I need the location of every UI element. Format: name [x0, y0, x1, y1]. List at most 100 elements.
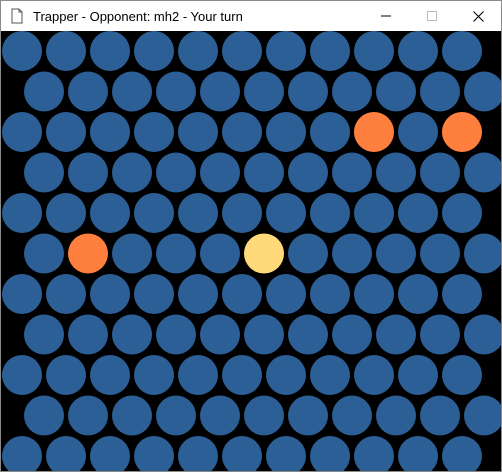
board-cell[interactable] — [442, 274, 482, 314]
board-cell[interactable] — [222, 112, 262, 152]
board-cell[interactable] — [398, 31, 438, 71]
board-cell[interactable] — [332, 395, 372, 436]
board-cell[interactable] — [134, 274, 174, 314]
board-cell[interactable] — [398, 112, 438, 152]
board-cell[interactable] — [310, 193, 350, 233]
board-cell[interactable] — [266, 436, 306, 471]
board-cell[interactable] — [24, 314, 64, 355]
board-cell[interactable] — [266, 274, 306, 314]
board-cell[interactable] — [310, 355, 350, 395]
blocked-cell[interactable] — [442, 112, 482, 152]
board-cell[interactable] — [420, 233, 460, 274]
board-cell[interactable] — [222, 436, 262, 471]
board-cell[interactable] — [134, 355, 174, 395]
board-cell[interactable] — [464, 152, 501, 193]
board-cell[interactable] — [24, 152, 64, 193]
board-cell[interactable] — [288, 233, 328, 274]
board-cell[interactable] — [24, 71, 64, 112]
board-cell[interactable] — [442, 31, 482, 71]
board-cell[interactable] — [68, 314, 108, 355]
board-cell[interactable] — [2, 193, 42, 233]
board-cell[interactable] — [90, 193, 130, 233]
board-cell[interactable] — [112, 395, 152, 436]
board-cell[interactable] — [178, 436, 218, 471]
board-cell[interactable] — [442, 436, 482, 471]
board-cell[interactable] — [332, 152, 372, 193]
board-cell[interactable] — [46, 112, 86, 152]
board-cell[interactable] — [2, 31, 42, 71]
board-cell[interactable] — [376, 314, 416, 355]
board-cell[interactable] — [222, 274, 262, 314]
board-cell[interactable] — [156, 71, 196, 112]
board-cell[interactable] — [178, 31, 218, 71]
board-cell[interactable] — [310, 274, 350, 314]
board-cell[interactable] — [156, 395, 196, 436]
board-cell[interactable] — [376, 395, 416, 436]
board-cell[interactable] — [464, 395, 501, 436]
board-cell[interactable] — [244, 71, 284, 112]
board-cell[interactable] — [442, 355, 482, 395]
board-cell[interactable] — [266, 112, 306, 152]
board-cell[interactable] — [310, 436, 350, 471]
board-cell[interactable] — [310, 31, 350, 71]
board-cell[interactable] — [24, 233, 64, 274]
board-cell[interactable] — [200, 233, 240, 274]
board-cell[interactable] — [420, 152, 460, 193]
board-cell[interactable] — [46, 31, 86, 71]
board-cell[interactable] — [332, 233, 372, 274]
board-cell[interactable] — [68, 71, 108, 112]
board-cell[interactable] — [46, 436, 86, 471]
board-cell[interactable] — [244, 152, 284, 193]
board-cell[interactable] — [90, 436, 130, 471]
board-cell[interactable] — [90, 31, 130, 71]
board-cell[interactable] — [178, 274, 218, 314]
board-cell[interactable] — [134, 112, 174, 152]
board-cell[interactable] — [442, 193, 482, 233]
maximize-button[interactable] — [409, 1, 455, 31]
board-cell[interactable] — [134, 31, 174, 71]
board-cell[interactable] — [68, 152, 108, 193]
board-cell[interactable] — [376, 71, 416, 112]
board-cell[interactable] — [200, 152, 240, 193]
board-cell[interactable] — [288, 314, 328, 355]
board-cell[interactable] — [398, 193, 438, 233]
board-cell[interactable] — [200, 395, 240, 436]
board-cell[interactable] — [398, 436, 438, 471]
board-cell[interactable] — [266, 355, 306, 395]
title-bar[interactable]: Trapper - Opponent: mh2 - Your turn — [1, 1, 501, 31]
board-cell[interactable] — [2, 436, 42, 471]
board-cell[interactable] — [90, 112, 130, 152]
board-cell[interactable] — [332, 314, 372, 355]
blocked-cell[interactable] — [354, 112, 394, 152]
board-cell[interactable] — [90, 355, 130, 395]
board-cell[interactable] — [354, 436, 394, 471]
board-cell[interactable] — [354, 355, 394, 395]
board-cell[interactable] — [420, 314, 460, 355]
board-cell[interactable] — [398, 274, 438, 314]
board-cell[interactable] — [222, 193, 262, 233]
board-cell[interactable] — [2, 112, 42, 152]
board-cell[interactable] — [178, 193, 218, 233]
board-cell[interactable] — [288, 395, 328, 436]
board-cell[interactable] — [376, 152, 416, 193]
board-cell[interactable] — [178, 355, 218, 395]
board-cell[interactable] — [376, 233, 416, 274]
board-cell[interactable] — [200, 314, 240, 355]
player-piece[interactable] — [244, 233, 284, 274]
board-cell[interactable] — [420, 395, 460, 436]
board-cell[interactable] — [68, 395, 108, 436]
minimize-button[interactable] — [363, 1, 409, 31]
board-cell[interactable] — [178, 112, 218, 152]
board-cell[interactable] — [156, 233, 196, 274]
board-cell[interactable] — [2, 274, 42, 314]
blocked-cell[interactable] — [68, 233, 108, 274]
board-cell[interactable] — [266, 31, 306, 71]
board-cell[interactable] — [112, 71, 152, 112]
board-cell[interactable] — [464, 71, 501, 112]
board-cell[interactable] — [156, 152, 196, 193]
board-cell[interactable] — [2, 355, 42, 395]
board-cell[interactable] — [244, 314, 284, 355]
board-cell[interactable] — [222, 355, 262, 395]
board-cell[interactable] — [266, 193, 306, 233]
board-cell[interactable] — [310, 112, 350, 152]
